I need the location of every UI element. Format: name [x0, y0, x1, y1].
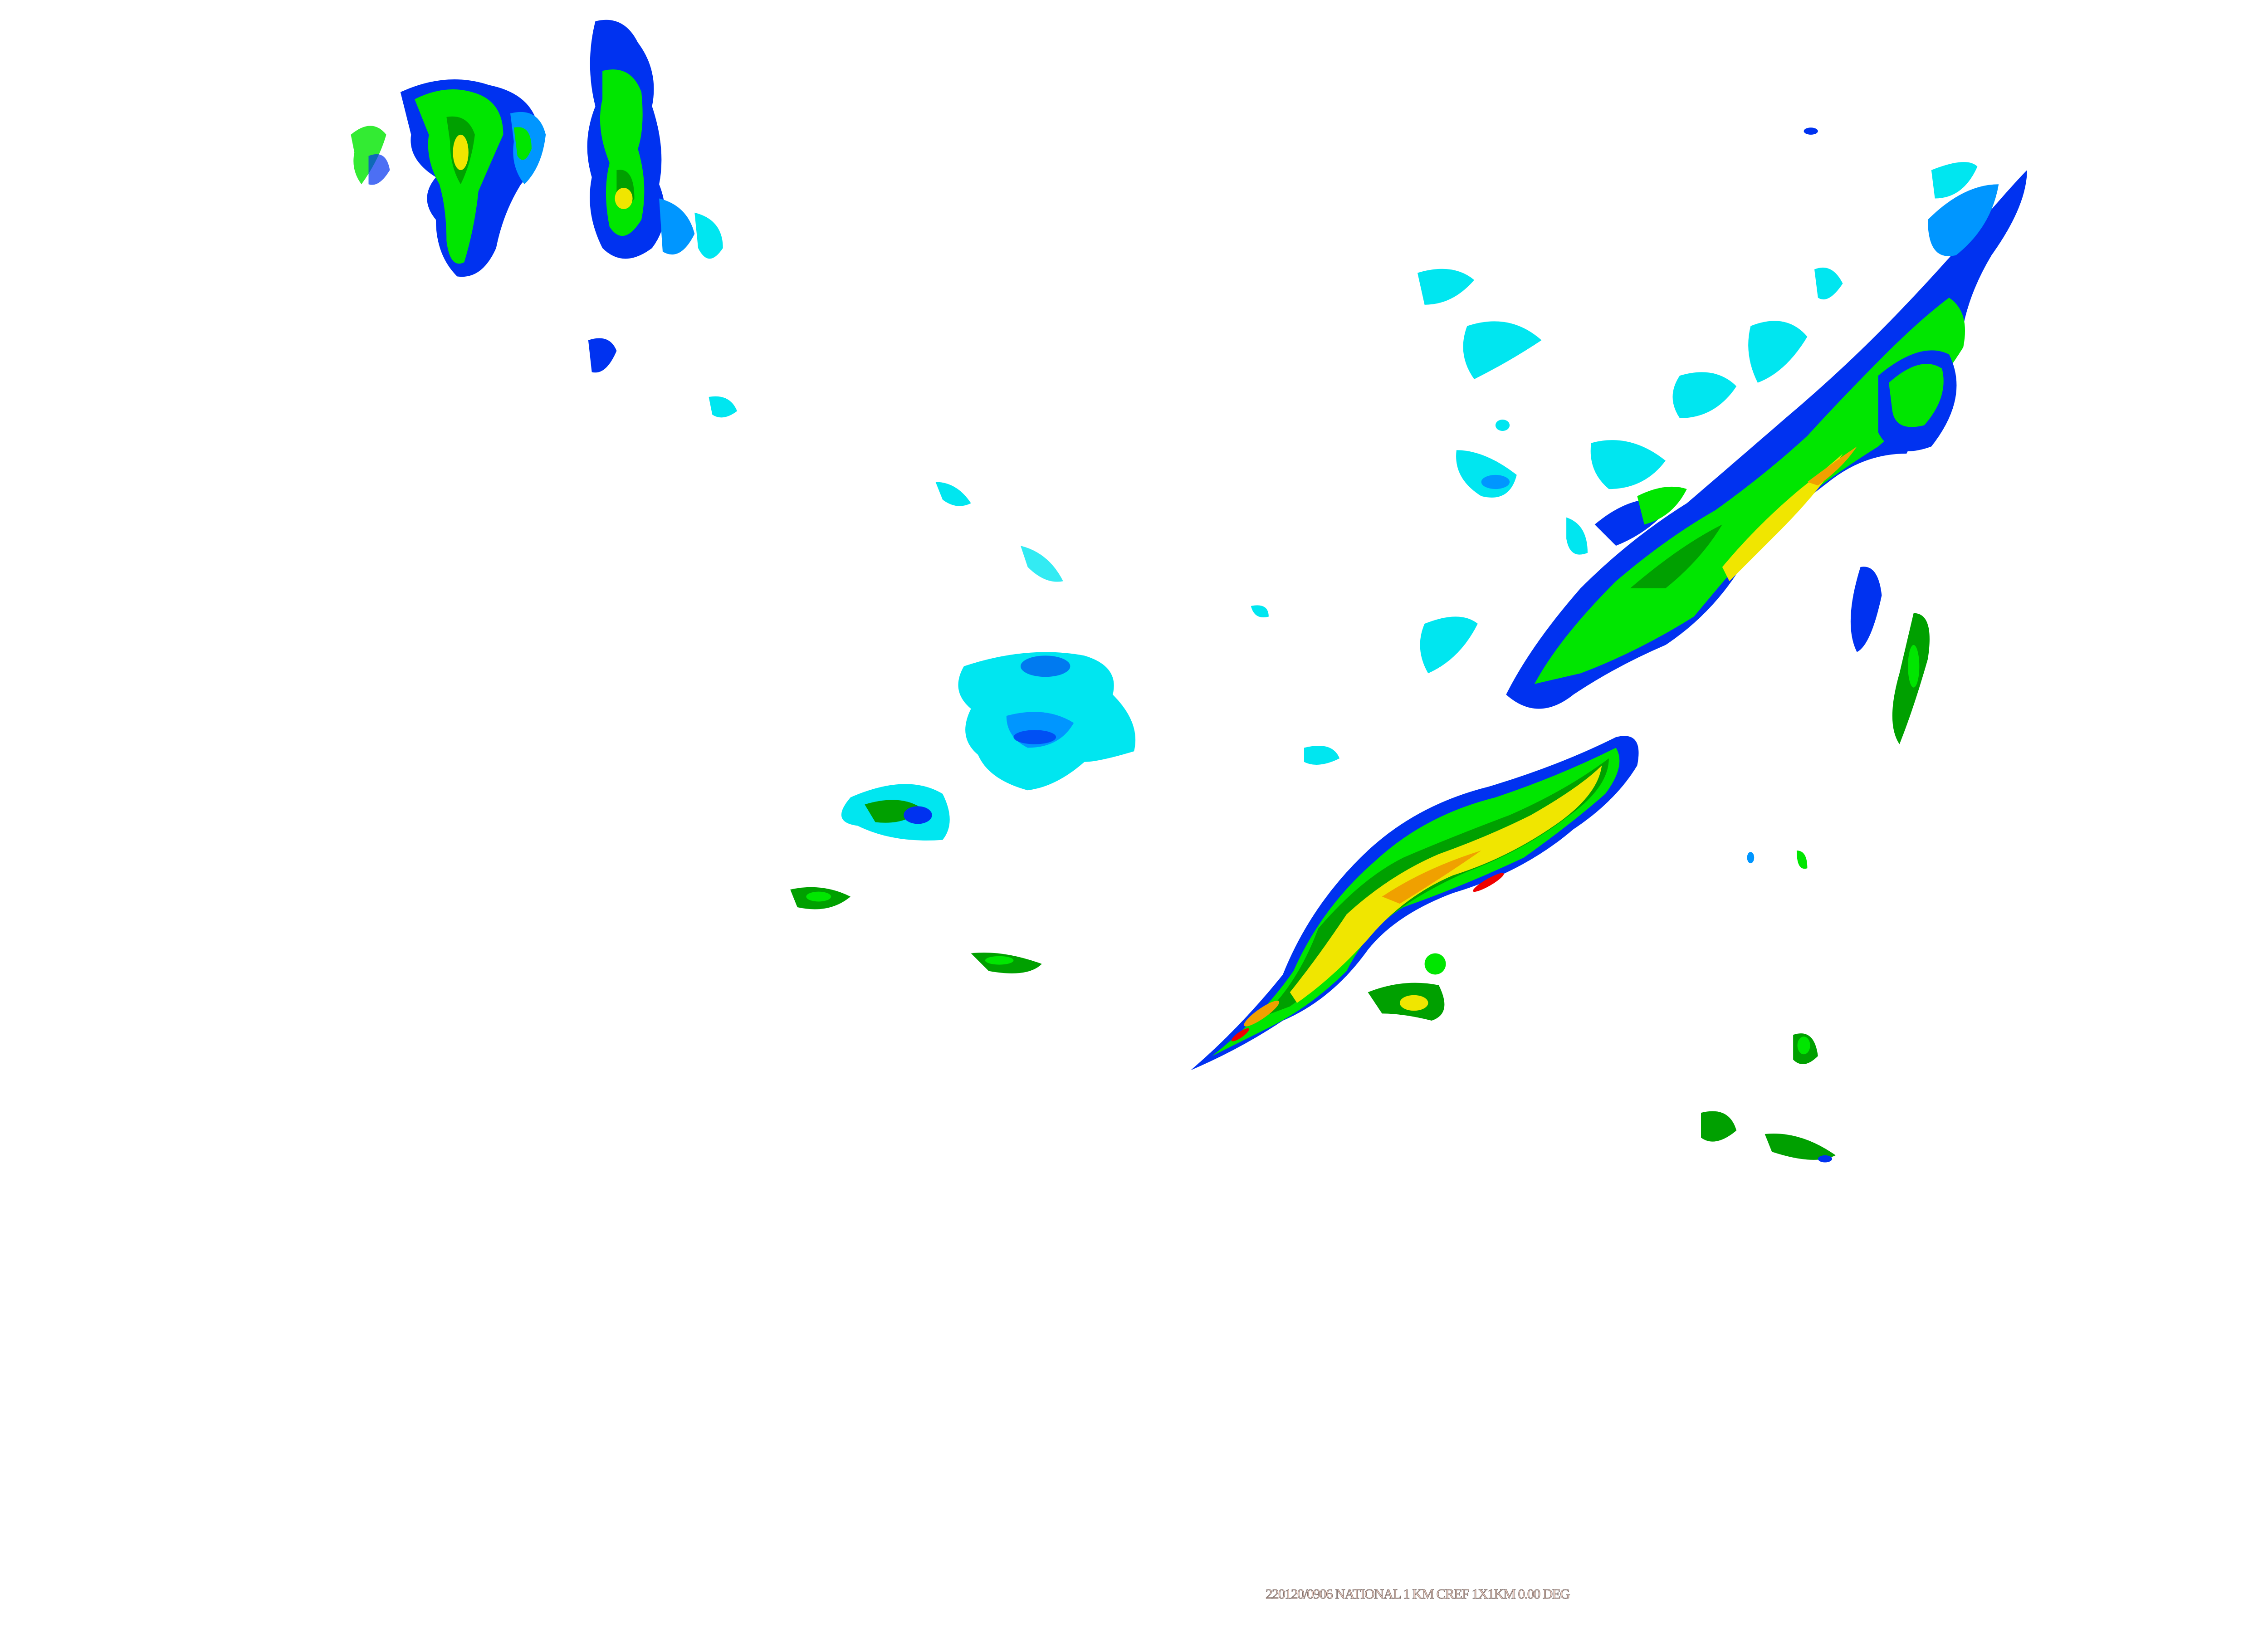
echo-scatter-southeast — [1701, 567, 1930, 1163]
echo-cluster-central — [790, 482, 1340, 973]
radar-product-caption: 220120/0906 NATIONAL 1 KM CREF 1X1KM 0.0… — [1265, 1586, 1570, 1602]
echo-band-main-south — [1191, 736, 1639, 1071]
echo-scatter-east — [1418, 127, 1843, 674]
echo-cluster-northwest-2 — [587, 20, 737, 418]
echo-cluster-northwest-1 — [351, 79, 546, 277]
echo-band-main-north — [1506, 162, 2027, 709]
